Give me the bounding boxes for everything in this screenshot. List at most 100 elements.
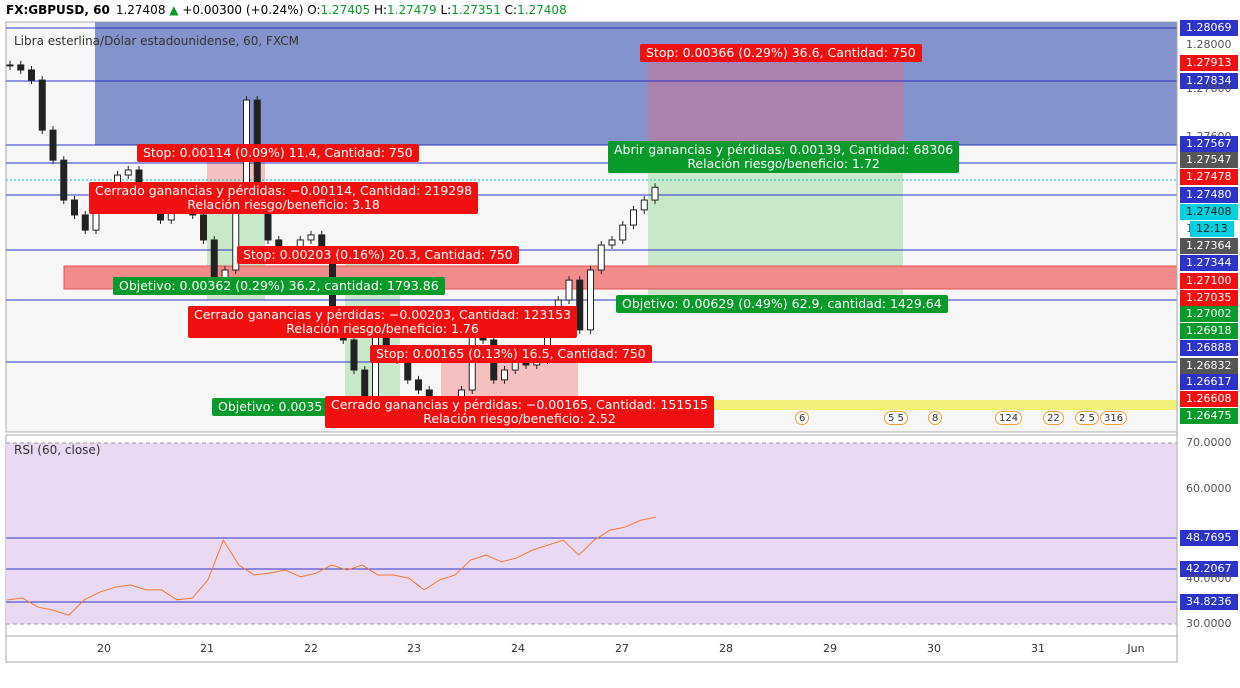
price-label: 1.28069	[1180, 20, 1238, 36]
rsi-axis-label: 30.0000	[1186, 617, 1232, 630]
annotation-line: Abrir ganancias y pérdidas: 0.00139, Can…	[614, 142, 954, 157]
candle	[124, 169, 132, 176]
candle	[415, 379, 422, 391]
price-label: 1.27408	[1180, 204, 1238, 220]
annotation: Abrir ganancias y pérdidas: 0.00139, Can…	[608, 141, 960, 173]
date-label: 23	[407, 642, 421, 655]
annotation: Stop: 0.00165 (0.13%) 16.5, Cantidad: 75…	[370, 345, 652, 363]
date-label: 29	[823, 642, 837, 655]
rsi-axis-label: 34.8236	[1180, 594, 1238, 610]
date-label: 30	[927, 642, 941, 655]
price-label: 1.27547	[1180, 152, 1238, 168]
date-label: Jun	[1127, 642, 1145, 655]
candle	[501, 369, 508, 381]
last: 1.27408	[115, 3, 166, 17]
price-label: 1.26475	[1180, 408, 1238, 424]
ohlc-value: 1.27351	[451, 3, 501, 17]
candle	[307, 234, 315, 241]
price-label: 1.27478	[1180, 169, 1238, 185]
annotation-line: Objetivo: 0.0035	[218, 399, 323, 414]
rsi-axis-label: 42.2067	[1180, 561, 1238, 577]
candle	[640, 199, 648, 211]
ohlc-label: O:	[307, 3, 321, 17]
annotation-line: Objetivo: 0.00629 (0.49%) 62.9, cantidad…	[622, 296, 942, 311]
annotation: Stop: 0.00114 (0.09%) 11.4, Cantidad: 75…	[137, 144, 419, 162]
candle	[372, 329, 379, 401]
price-label: 1.27800	[1186, 82, 1232, 95]
candle	[608, 239, 616, 246]
event-flag: 6	[795, 411, 810, 425]
date-label: 28	[719, 642, 733, 655]
annotation: Cerrado ganancias y pérdidas: −0.00203, …	[188, 306, 578, 338]
price-label: 1.27364	[1180, 238, 1238, 254]
annotation-line: Relación riesgo/beneficio: 1.76	[286, 321, 479, 336]
date-label: 27	[615, 642, 629, 655]
date-label: 22	[304, 642, 318, 655]
price-label: 1.27344	[1180, 255, 1238, 271]
annotation-line: Stop: 0.00114 (0.09%) 11.4, Cantidad: 75…	[143, 145, 413, 160]
ohlc: O:1.27405 H:1.27479 L:1.27351 C:1.27408	[307, 3, 567, 17]
candle	[6, 64, 14, 67]
candle	[81, 214, 89, 231]
annotation-line: Objetivo: 0.00362 (0.29%) 36.2, cantidad…	[119, 278, 439, 293]
annotation: Objetivo: 0.00362 (0.29%) 36.2, cantidad…	[113, 277, 445, 295]
rsi-band	[6, 443, 1177, 624]
candle	[200, 214, 207, 241]
rsi-axis-label: 60.0000	[1186, 482, 1232, 495]
ohlc-value: 1.27408	[517, 3, 567, 17]
price-label: 1.26888	[1180, 340, 1238, 356]
yellow-band	[700, 400, 1177, 410]
candle	[651, 186, 659, 201]
annotation: Stop: 0.00366 (0.29%) 36.6, Cantidad: 75…	[640, 44, 922, 62]
annotation-line: Relación riesgo/beneficio: 1.72	[687, 156, 880, 171]
annotation: Cerrado ganancias y pérdidas: −0.00165, …	[325, 396, 715, 428]
blue-zone	[95, 22, 1177, 145]
rsi-axis-label: 70.0000	[1186, 436, 1232, 449]
candle	[38, 79, 46, 131]
candle	[350, 339, 358, 371]
pane-title: Libra esterlina/Dólar estadounidense, 60…	[14, 34, 300, 48]
ohlc-value: 1.27405	[320, 3, 371, 17]
event-flag: 2 5	[1075, 411, 1099, 425]
ohlc-value: 1.27479	[387, 3, 437, 17]
price-label: 1.27100	[1180, 273, 1238, 289]
rsi-title: RSI (60, close)	[14, 443, 101, 457]
price-label: 1.26608	[1180, 391, 1238, 407]
price-label: 1.27035	[1180, 290, 1238, 306]
annotation-line: Relación riesgo/beneficio: 3.18	[187, 197, 380, 212]
annotation: Objetivo: 0.0035	[212, 398, 329, 416]
change: +0.00300 (+0.24%)	[182, 3, 304, 17]
annotation-line: Cerrado ganancias y pérdidas: −0.00165, …	[331, 397, 709, 412]
candle	[60, 159, 68, 201]
annotation-line: Stop: 0.00366 (0.29%) 36.6, Cantidad: 75…	[646, 45, 916, 60]
price-label: 1.26918	[1180, 323, 1238, 339]
event-flag: 316	[1100, 411, 1128, 425]
ohlc-label: L:	[440, 3, 452, 17]
candle	[576, 279, 584, 331]
price-label: 1.27002	[1180, 306, 1238, 322]
price-label: 1.27834	[1180, 73, 1238, 89]
candle	[210, 239, 218, 281]
annotation-line: Relación riesgo/beneficio: 2.52	[423, 411, 616, 426]
candle	[565, 279, 573, 301]
rsi-line	[6, 516, 657, 616]
price-label: 1.26617	[1180, 374, 1238, 390]
annotation-line: Stop: 0.00203 (0.16%) 20.3, Cantidad: 75…	[243, 247, 513, 262]
annotation: Objetivo: 0.00629 (0.49%) 62.9, cantidad…	[616, 295, 948, 313]
arrow: ▲	[169, 3, 179, 17]
annotation: Stop: 0.00203 (0.16%) 20.3, Cantidad: 75…	[237, 246, 519, 264]
candle	[17, 64, 25, 71]
candle	[28, 69, 35, 81]
rsi-axis-label: 40.0000	[1186, 572, 1232, 585]
date-label: 20	[97, 642, 111, 655]
price-label: 1.27567	[1180, 136, 1238, 152]
annotation-line: Cerrado ganancias y pérdidas: −0.00203, …	[194, 307, 572, 322]
ohlc-label: C:	[504, 3, 518, 17]
event-flag: 22	[1043, 411, 1064, 425]
event-flag: 8	[928, 411, 943, 425]
price-label: 1.27913	[1180, 55, 1238, 71]
event-flag: 5 5	[884, 411, 908, 425]
candle	[630, 209, 637, 226]
candle	[619, 224, 627, 241]
